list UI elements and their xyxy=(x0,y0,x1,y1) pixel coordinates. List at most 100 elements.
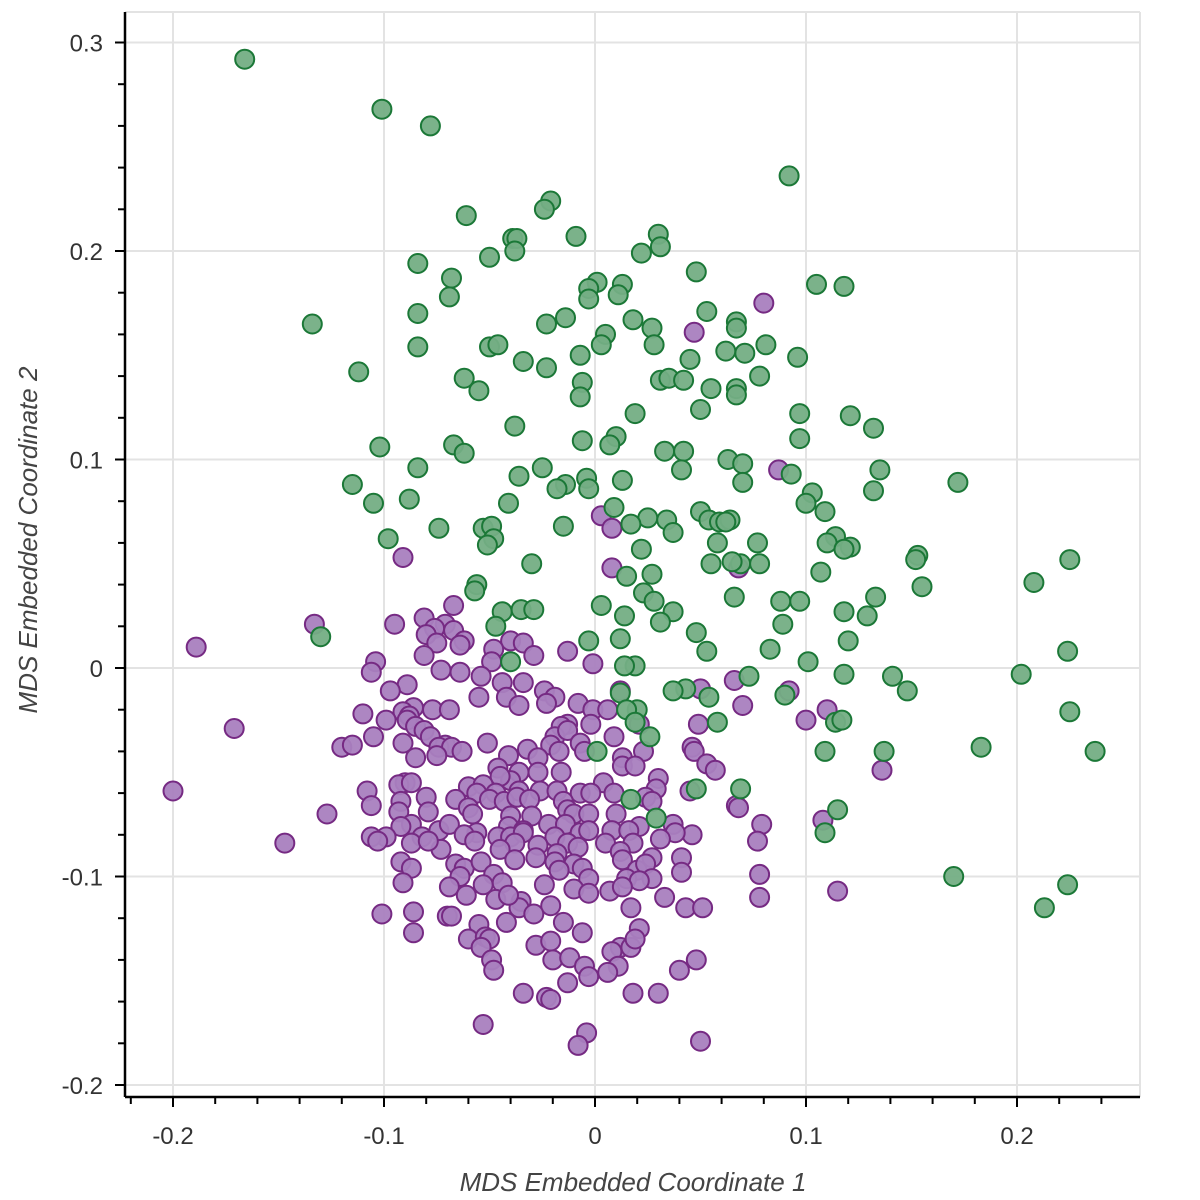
data-point xyxy=(882,665,903,687)
data-point xyxy=(647,982,669,1004)
data-point xyxy=(725,384,747,406)
data-point xyxy=(624,928,646,950)
data-point xyxy=(438,813,460,835)
data-point xyxy=(833,601,855,623)
series-group-green xyxy=(234,48,1106,919)
data-point xyxy=(371,903,393,925)
data-point xyxy=(403,901,424,923)
data-point xyxy=(732,453,754,475)
data-point xyxy=(624,403,646,425)
data-point xyxy=(1057,640,1079,662)
data-point xyxy=(732,695,754,716)
data-point xyxy=(310,626,332,648)
data-point xyxy=(837,630,859,652)
data-point xyxy=(696,640,718,662)
data-point xyxy=(749,863,771,885)
data-point xyxy=(468,380,490,402)
data-point xyxy=(723,586,745,608)
data-point xyxy=(614,655,635,677)
data-point xyxy=(555,307,576,329)
data-point xyxy=(578,630,600,652)
data-point xyxy=(504,415,526,437)
data-point xyxy=(749,553,771,575)
data-point xyxy=(274,832,296,854)
data-point xyxy=(536,313,557,335)
data-point xyxy=(407,457,429,479)
data-point xyxy=(407,303,429,324)
data-point xyxy=(833,538,855,560)
data-point xyxy=(721,551,743,573)
data-point xyxy=(685,949,707,971)
data-point xyxy=(789,428,811,450)
data-point xyxy=(601,517,623,539)
series-group-purple xyxy=(162,292,893,1056)
y-tick-label: -0.1 xyxy=(62,865,103,892)
data-point xyxy=(578,966,600,988)
data-point xyxy=(673,440,695,462)
data-point xyxy=(580,782,602,804)
data-point xyxy=(833,275,855,297)
data-point xyxy=(856,605,878,627)
data-point xyxy=(687,713,709,735)
data-point xyxy=(795,709,817,731)
data-point xyxy=(789,590,811,612)
data-point xyxy=(360,661,382,683)
data-point xyxy=(654,440,676,462)
data-point xyxy=(685,622,707,644)
data-point xyxy=(620,897,642,919)
data-point xyxy=(827,880,849,902)
data-point xyxy=(730,778,752,800)
data-point xyxy=(755,334,777,356)
data-point xyxy=(1084,740,1106,762)
data-point xyxy=(483,959,505,981)
data-point xyxy=(472,1014,494,1035)
data-point xyxy=(504,849,526,871)
data-point xyxy=(379,680,401,702)
data-point xyxy=(521,553,543,575)
x-tick-label: 0.1 xyxy=(789,1123,822,1150)
data-point xyxy=(512,351,534,372)
data-point xyxy=(683,740,705,762)
data-point xyxy=(806,273,827,295)
data-point xyxy=(833,663,855,685)
data-point xyxy=(565,225,587,247)
data-point xyxy=(384,613,406,635)
data-point xyxy=(363,492,384,514)
data-point xyxy=(580,713,602,735)
data-point xyxy=(700,553,722,575)
y-tick-label: -0.2 xyxy=(62,1073,103,1100)
data-point xyxy=(690,1030,711,1052)
data-point xyxy=(536,357,557,379)
data-point xyxy=(839,405,861,427)
data-point xyxy=(725,317,747,339)
data-point xyxy=(569,344,591,366)
data-point xyxy=(590,334,612,356)
data-point xyxy=(234,48,256,70)
data-point xyxy=(548,740,570,762)
x-axis-title: MDS Embedded Coordinate 1 xyxy=(460,1167,807,1197)
data-point xyxy=(552,911,574,933)
data-point xyxy=(525,847,547,869)
data-point xyxy=(523,903,545,925)
data-point xyxy=(614,605,635,627)
data-point xyxy=(557,640,579,662)
data-point xyxy=(578,820,600,842)
data-point xyxy=(586,740,608,762)
data-point xyxy=(643,590,665,612)
data-point xyxy=(863,417,884,439)
data-points xyxy=(162,48,1106,1056)
data-point xyxy=(390,816,412,837)
data-point xyxy=(603,726,625,748)
data-point xyxy=(671,459,692,481)
data-point xyxy=(363,726,384,748)
data-point xyxy=(455,884,477,906)
data-point xyxy=(407,336,429,358)
data-point xyxy=(223,718,245,739)
data-point xyxy=(540,930,562,952)
data-point xyxy=(1010,663,1032,685)
data-point xyxy=(582,653,604,675)
data-point xyxy=(417,801,439,823)
data-point xyxy=(662,522,684,543)
data-point xyxy=(734,342,756,364)
data-point xyxy=(162,780,184,802)
